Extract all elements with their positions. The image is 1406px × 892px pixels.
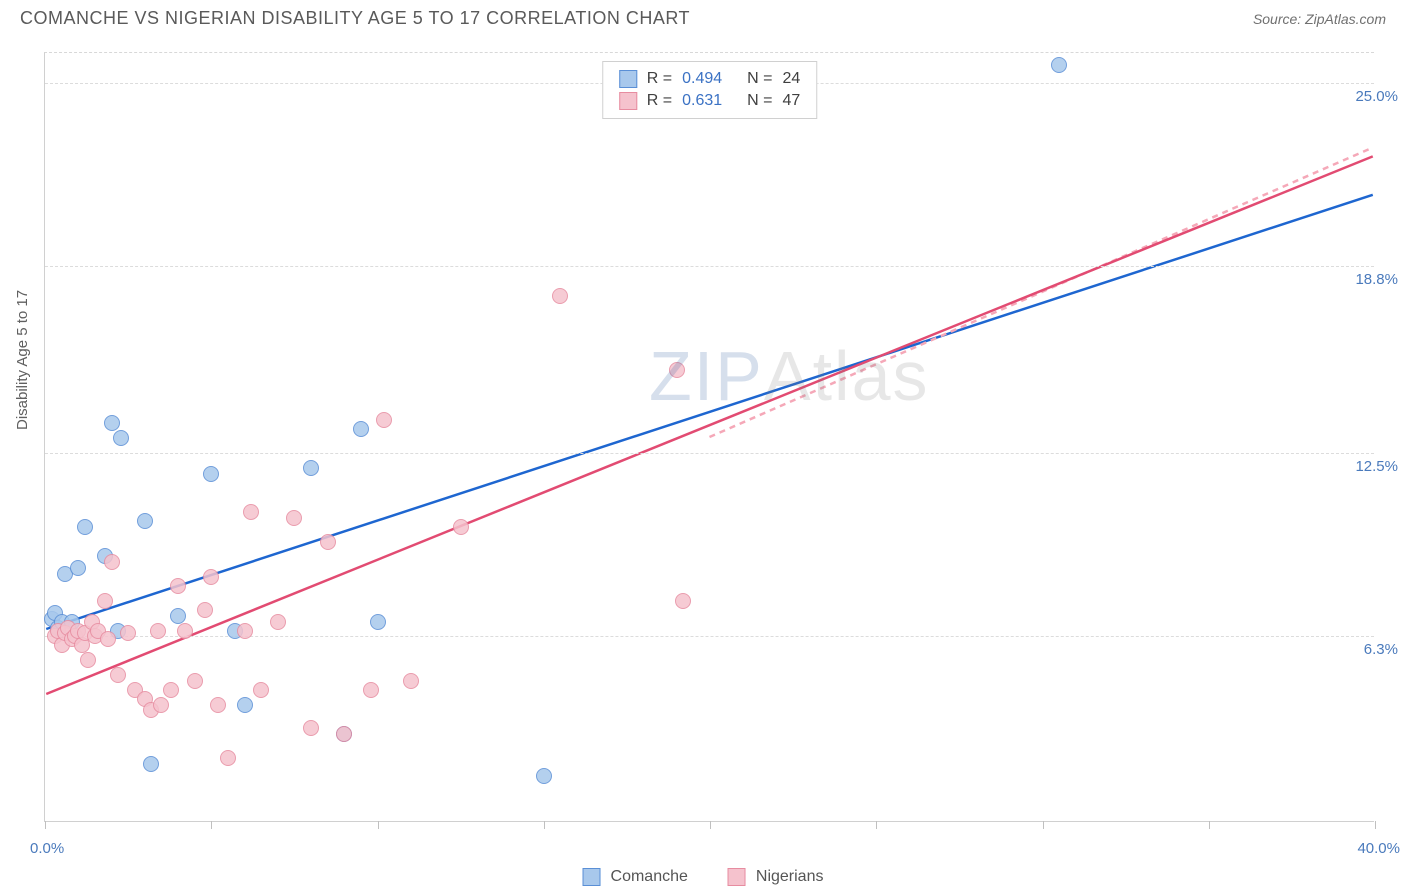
scatter-point [203,466,219,482]
scatter-point [153,697,169,713]
legend-label: Nigerians [756,868,824,886]
x-tick [1375,821,1376,829]
scatter-point [197,602,213,618]
scatter-point [80,652,96,668]
scatter-point [303,720,319,736]
legend-item: Nigerians [728,868,824,886]
legend-swatch [619,92,637,110]
scatter-point [104,415,120,431]
x-max-label: 40.0% [1357,840,1400,857]
r-value: 0.494 [682,70,737,88]
correlation-legend: R = 0.494 N = 24 R = 0.631 N = 47 [602,61,817,119]
n-value: 47 [782,92,800,110]
scatter-point [137,513,153,529]
x-tick [211,821,212,829]
scatter-point [187,673,203,689]
gridline [45,266,1374,267]
scatter-point [353,421,369,437]
scatter-point [303,460,319,476]
scatter-point [100,631,116,647]
x-min-label: 0.0% [30,840,64,857]
scatter-point [203,569,219,585]
scatter-point [210,697,226,713]
scatter-point [70,560,86,576]
scatter-point [370,614,386,630]
scatter-point [286,510,302,526]
legend-row: R = 0.631 N = 47 [619,90,800,112]
regression-line [46,156,1373,694]
y-tick-label: 18.8% [1355,271,1398,288]
scatter-point [150,623,166,639]
scatter-point [243,504,259,520]
watermark-rest: Atlas [764,337,930,415]
series-legend: Comanche Nigerians [583,868,824,886]
x-tick [378,821,379,829]
scatter-point [363,682,379,698]
scatter-point [113,430,129,446]
scatter-point [177,623,193,639]
scatter-point [163,682,179,698]
r-label: R = [647,70,672,88]
scatter-point [120,625,136,641]
scatter-point [270,614,286,630]
watermark: ZIPAtlas [649,336,930,416]
scatter-point [669,362,685,378]
chart-area: ZIPAtlas R = 0.494 N = 24 R = 0.631 N = … [44,52,1374,822]
n-value: 24 [782,70,800,88]
scatter-point [536,768,552,784]
n-label: N = [747,70,772,88]
y-tick-label: 12.5% [1355,458,1398,475]
scatter-point [104,554,120,570]
r-label: R = [647,92,672,110]
source-label: Source: ZipAtlas.com [1253,11,1386,27]
legend-label: Comanche [611,868,688,886]
legend-swatch [583,868,601,886]
scatter-point [237,697,253,713]
scatter-point [110,667,126,683]
y-axis-label: Disability Age 5 to 17 [14,290,31,430]
watermark-zip: ZIP [649,337,764,415]
x-tick [1043,821,1044,829]
scatter-point [170,608,186,624]
legend-item: Comanche [583,868,688,886]
legend-row: R = 0.494 N = 24 [619,68,800,90]
scatter-point [253,682,269,698]
x-tick [876,821,877,829]
scatter-point [552,288,568,304]
scatter-point [77,519,93,535]
x-tick [544,821,545,829]
r-value: 0.631 [682,92,737,110]
legend-swatch [619,70,637,88]
scatter-point [403,673,419,689]
x-tick [710,821,711,829]
scatter-point [237,623,253,639]
legend-swatch [728,868,746,886]
gridline [45,453,1374,454]
y-tick-label: 6.3% [1364,641,1398,658]
x-tick [1209,821,1210,829]
scatter-point [675,593,691,609]
scatter-point [320,534,336,550]
n-label: N = [747,92,772,110]
y-tick-label: 25.0% [1355,88,1398,105]
scatter-point [376,412,392,428]
x-tick [45,821,46,829]
regression-line [46,195,1373,629]
scatter-point [453,519,469,535]
scatter-point [143,756,159,772]
scatter-point [97,593,113,609]
chart-title: COMANCHE VS NIGERIAN DISABILITY AGE 5 TO… [20,8,690,29]
scatter-point [170,578,186,594]
regression-line [710,148,1373,437]
scatter-point [336,726,352,742]
scatter-point [1051,57,1067,73]
scatter-point [220,750,236,766]
